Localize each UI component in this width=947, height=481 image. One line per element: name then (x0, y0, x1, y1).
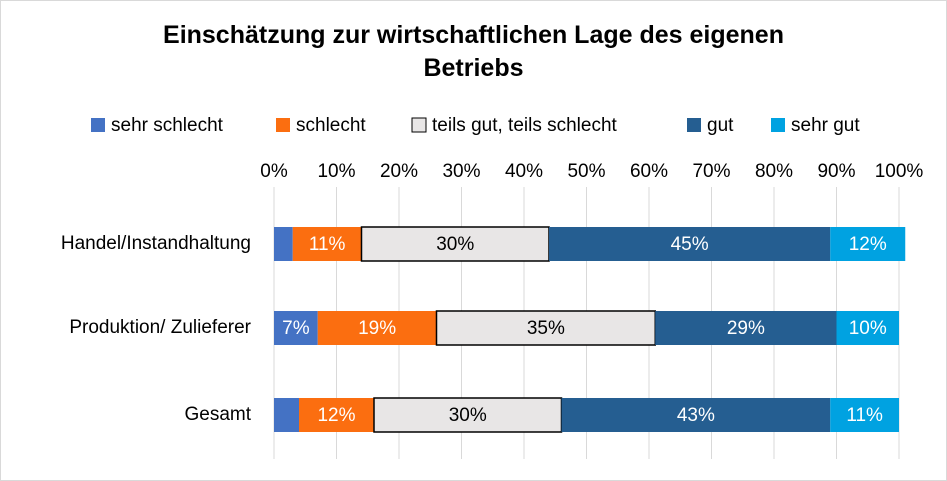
data-label: 35% (527, 318, 565, 339)
legend-marker (91, 118, 105, 132)
bar-segment (836, 311, 899, 345)
legend-label: sehr gut (791, 115, 860, 136)
legend-marker (771, 118, 785, 132)
data-label: 10% (849, 318, 887, 339)
x-tick-label: 80% (755, 161, 793, 182)
data-label: 43% (677, 405, 715, 426)
x-tick-label: 100% (875, 161, 924, 182)
y-tick-label: Gesamt (184, 404, 251, 425)
x-tick-label: 60% (630, 161, 668, 182)
data-label: 12% (849, 234, 887, 255)
data-label: 7% (282, 318, 310, 339)
bar-segment (299, 398, 374, 432)
legend-marker (411, 117, 427, 133)
legend-marker (687, 118, 701, 132)
legend-label: gut (707, 115, 734, 136)
bar-segment (274, 227, 293, 261)
bar-segment (274, 311, 318, 345)
x-tick-label: 50% (567, 161, 605, 182)
bar-segment (549, 227, 831, 261)
bar-segment (561, 398, 831, 432)
bar-segment (655, 311, 837, 345)
x-tick-label: 30% (442, 161, 480, 182)
bar-segment (274, 398, 299, 432)
chart-title: Einschätzung zur wirtschaftlichen Lage d… (163, 21, 784, 82)
data-label: 11% (309, 234, 346, 255)
y-tick-label: Handel/Instandhaltung (61, 233, 251, 254)
bar-segment (435, 310, 656, 346)
bar-segment (360, 226, 550, 262)
data-label: 30% (449, 405, 487, 426)
data-label: 19% (358, 318, 396, 339)
x-tick-label: 40% (505, 161, 543, 182)
data-label: 30% (436, 234, 474, 255)
bar-segment (373, 397, 563, 433)
bar-segment (317, 311, 437, 345)
bar-segment (292, 227, 362, 261)
bar-segment (830, 398, 899, 432)
x-tick-label: 20% (380, 161, 418, 182)
legend-label: sehr schlecht (111, 115, 224, 136)
x-tick-label: 70% (692, 161, 730, 182)
y-tick-label: Produktion/ Zulieferer (69, 317, 251, 338)
legend-marker (276, 118, 290, 132)
bar-segment (830, 227, 906, 261)
x-tick-label: 0% (260, 161, 288, 182)
legend-label: schlecht (296, 115, 366, 136)
legend-label: teils gut, teils schlecht (432, 115, 618, 136)
data-label: 29% (727, 318, 765, 339)
data-label: 12% (317, 405, 355, 426)
x-tick-label: 10% (317, 161, 355, 182)
data-label: 45% (671, 234, 709, 255)
x-tick-label: 90% (817, 161, 855, 182)
data-label: 11% (846, 405, 883, 426)
